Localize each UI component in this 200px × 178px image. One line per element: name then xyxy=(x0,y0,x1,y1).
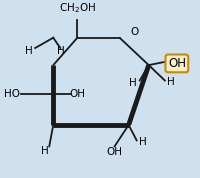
Text: H: H xyxy=(57,46,65,56)
Text: H: H xyxy=(25,46,33,56)
Text: H: H xyxy=(138,137,146,147)
Text: OH: OH xyxy=(167,57,185,70)
Text: OH: OH xyxy=(106,147,122,157)
Text: O: O xyxy=(130,27,138,37)
Text: OH: OH xyxy=(69,89,85,99)
Text: HO: HO xyxy=(4,89,20,99)
Text: H: H xyxy=(166,77,174,87)
Text: H: H xyxy=(41,146,49,156)
Text: H: H xyxy=(128,78,136,88)
Text: CH$_2$OH: CH$_2$OH xyxy=(59,2,95,15)
